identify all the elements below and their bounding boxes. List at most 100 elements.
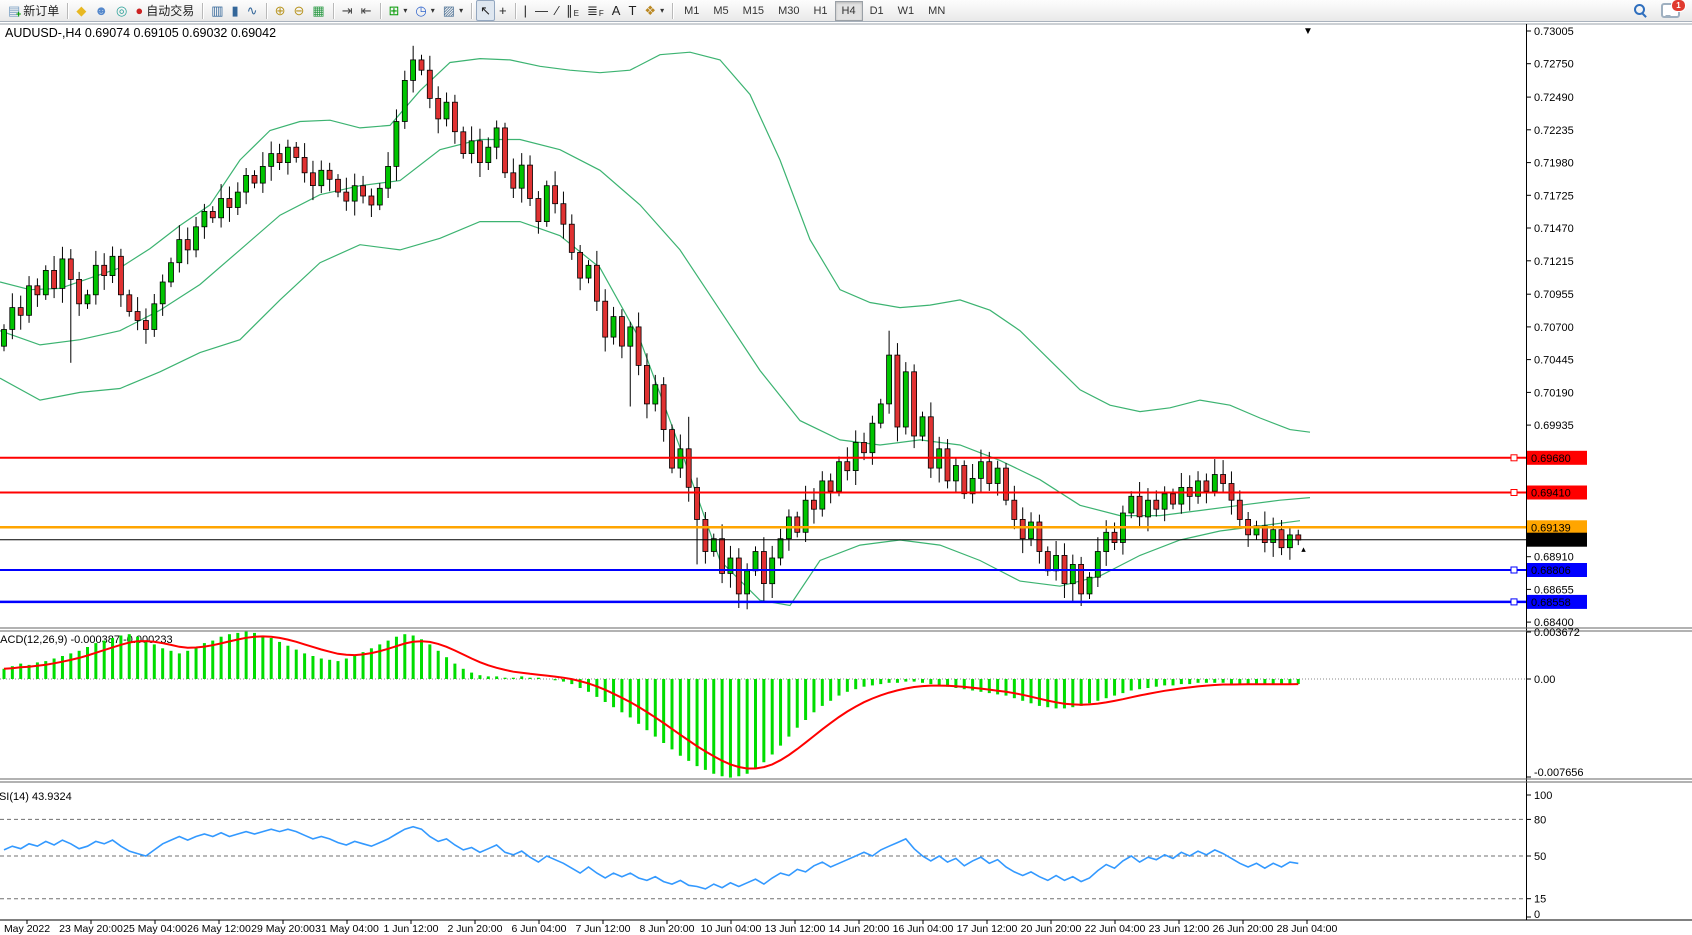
tile-windows-button[interactable]: ▦ xyxy=(308,0,328,21)
price-tick-label: 0.70955 xyxy=(1534,289,1574,301)
horizontal-line-button[interactable]: — xyxy=(531,0,552,21)
candle-down xyxy=(226,198,233,208)
trendline-button[interactable]: ∕ xyxy=(552,0,562,21)
level-handle[interactable] xyxy=(1510,598,1518,606)
auto-scroll-button[interactable]: ⇥ xyxy=(338,0,357,21)
indicators-icon: ⊞ xyxy=(388,3,400,18)
fibonacci-button[interactable]: ≣ F xyxy=(583,0,608,21)
bar-chart-icon: ▥ xyxy=(211,3,224,18)
candle-up xyxy=(1287,534,1293,549)
candlestick-chart-button[interactable]: ▮ xyxy=(228,0,243,21)
chevron-down-icon[interactable]: ▾ xyxy=(660,6,665,15)
candle-down xyxy=(1236,499,1243,520)
candle-up xyxy=(318,169,325,187)
timeframe-m15-button[interactable]: M15 xyxy=(742,4,765,17)
chevron-down-icon[interactable]: ▾ xyxy=(430,6,435,15)
candle-down xyxy=(602,300,609,338)
new-order-label: 新订单 xyxy=(23,4,60,18)
candle-down xyxy=(101,264,108,276)
candle-down xyxy=(184,239,191,251)
rsi-line xyxy=(3,825,1299,890)
market-watch-icon: ◆ xyxy=(76,3,87,18)
autotrading-button[interactable]: ● 自动交易 xyxy=(131,0,198,21)
candle-up xyxy=(151,303,158,330)
chat-icon[interactable]: 1 xyxy=(1661,0,1686,18)
signals-button[interactable]: ◎ xyxy=(112,0,131,21)
chevron-down-icon[interactable]: ▾ xyxy=(403,6,408,15)
price-label: 0.68558 xyxy=(1531,597,1571,609)
candle-down xyxy=(51,269,57,289)
chevron-down-icon[interactable]: ▾ xyxy=(459,6,464,15)
price-tick-label: 0.68910 xyxy=(1534,552,1574,564)
candle-down xyxy=(844,461,851,472)
time-tick-label: 22 Jun 04:00 xyxy=(1085,923,1146,935)
time-tick-label: 29 May 20:00 xyxy=(251,923,315,935)
price-tick-label: 0.71470 xyxy=(1534,223,1574,235)
crosshair-icon: + xyxy=(499,3,507,18)
timeframe-h1-button[interactable]: H1 xyxy=(813,4,828,17)
price-tick-label: 0.68655 xyxy=(1534,584,1574,596)
candle-down xyxy=(685,448,692,488)
candle-up xyxy=(1094,551,1101,578)
arrows-button[interactable]: ❖ ▾ xyxy=(640,0,668,21)
candle-up xyxy=(994,467,1001,484)
last-bar-marker-icon: ▴ xyxy=(1301,544,1306,554)
candle-down xyxy=(761,551,767,584)
zoom-in-button[interactable]: ⊕ xyxy=(271,0,290,21)
data-window-button[interactable]: ☻ xyxy=(90,0,112,21)
candle-up xyxy=(802,499,809,533)
level-handle[interactable] xyxy=(1510,454,1518,462)
search-icon[interactable] xyxy=(1634,4,1647,17)
candle-up xyxy=(1145,499,1151,518)
candle-up xyxy=(410,59,417,81)
timeframe-d1-button[interactable]: D1 xyxy=(869,4,884,17)
equidistant-channel-icon: ∥ xyxy=(566,3,573,18)
candle-down xyxy=(1261,525,1268,544)
candle-up xyxy=(176,239,183,264)
timeframe-m5-button[interactable]: M5 xyxy=(713,4,729,17)
candle-up xyxy=(902,371,909,428)
equidistant-channel-button[interactable]: ∥ E xyxy=(562,0,583,21)
candle-up xyxy=(401,80,408,122)
candle-up xyxy=(159,281,166,305)
candle-down xyxy=(811,499,817,510)
chart-shift-button[interactable]: ⇤ xyxy=(357,0,376,21)
timeframe-w1-button[interactable]: W1 xyxy=(897,4,915,17)
price-tick-label: 0.70700 xyxy=(1534,322,1574,334)
timeframe-m1-button[interactable]: M1 xyxy=(684,4,700,17)
text-button[interactable]: A xyxy=(608,0,625,21)
price-label: 0.69680 xyxy=(1531,453,1571,465)
candle-up xyxy=(752,551,759,572)
candle-up xyxy=(1069,564,1076,585)
cursor-button[interactable]: ↖ xyxy=(476,0,495,21)
vertical-line-button[interactable]: | xyxy=(520,0,531,21)
zoom-out-button[interactable]: ⊖ xyxy=(289,0,308,21)
candle-down xyxy=(426,69,433,99)
zoom-in-icon: ⊕ xyxy=(274,3,286,18)
line-chart-button[interactable]: ∿ xyxy=(243,0,262,21)
timeframe-m30-button[interactable]: M30 xyxy=(778,4,800,17)
bar-chart-button[interactable]: ▥ xyxy=(207,0,227,21)
periods-button[interactable]: ◷ ▾ xyxy=(411,0,438,21)
templates-button[interactable]: ▨ ▾ xyxy=(439,0,467,21)
crosshair-button[interactable]: + xyxy=(495,0,511,21)
new-order-button[interactable]: ▤ + 新订单 xyxy=(4,0,63,21)
scroll-to-end-marker-icon[interactable]: ▼ xyxy=(1303,26,1313,37)
timeframe-h4-button[interactable]: H4 xyxy=(834,0,863,21)
time-tick-label: 2 Jun 20:00 xyxy=(448,923,503,935)
candle-up xyxy=(201,210,208,228)
text-label-button[interactable]: T xyxy=(624,0,640,21)
level-handle[interactable] xyxy=(1510,489,1518,496)
candle-down xyxy=(644,364,650,405)
toolbar-right-group: 1 xyxy=(1634,0,1688,18)
market-watch-button[interactable]: ◆ xyxy=(72,0,90,21)
macd-signal-line xyxy=(3,635,1299,770)
candle-up xyxy=(610,316,617,338)
indicators-button[interactable]: ⊞ ▾ xyxy=(385,0,412,21)
candle-up xyxy=(1178,486,1185,505)
timeframe-mn-button[interactable]: MN xyxy=(928,4,946,17)
candle-down xyxy=(293,146,300,158)
level-handle[interactable] xyxy=(1510,566,1518,574)
